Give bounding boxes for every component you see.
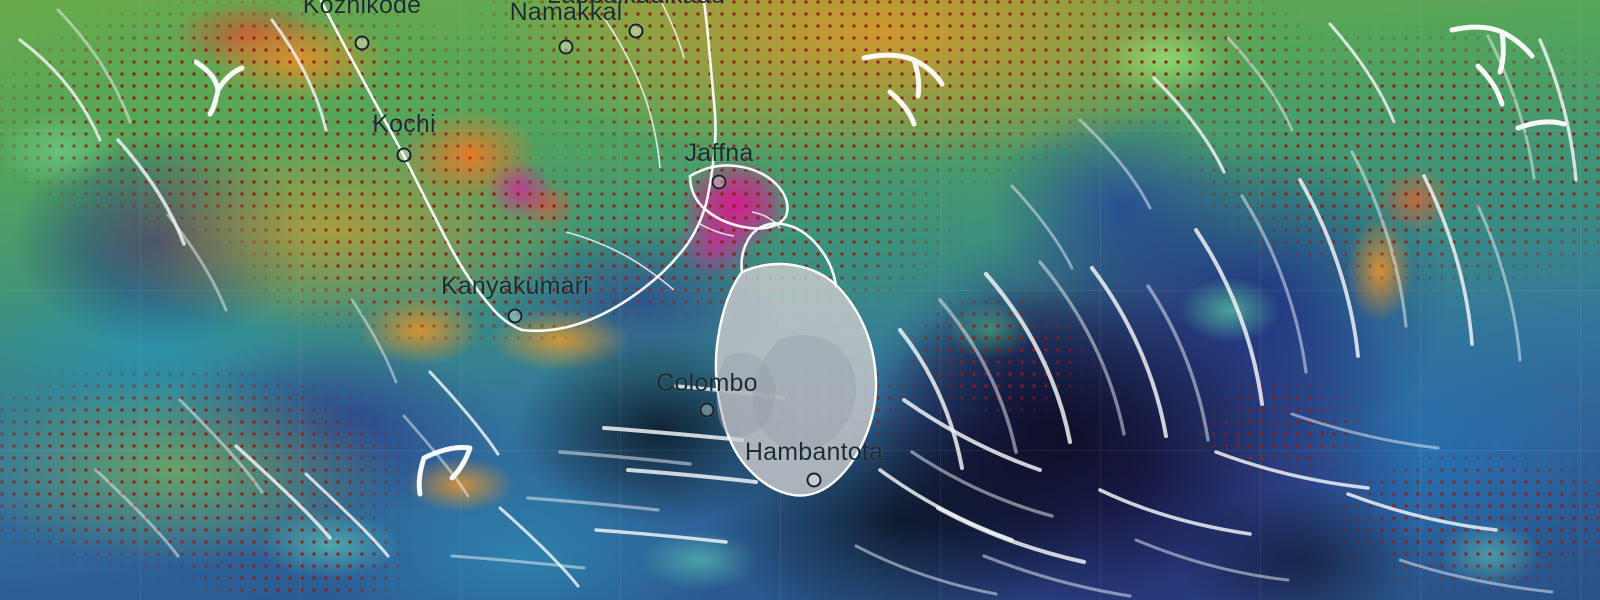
city-label: Kanyakumari — [440, 272, 590, 300]
city-label: Namakkal — [509, 0, 623, 26]
city-label: Labbaikudikadu — [547, 0, 725, 10]
city-point-icon[interactable] — [507, 308, 523, 324]
city-point-icon[interactable] — [806, 472, 822, 488]
city-point-icon[interactable] — [558, 39, 574, 55]
city-label: Hambantota — [744, 438, 884, 466]
city-label: Kochi — [372, 110, 436, 138]
city-label: Kozhikode — [302, 0, 422, 19]
city-point-icon[interactable] — [396, 147, 412, 163]
city-point-icon[interactable] — [628, 23, 644, 39]
city-point-icon[interactable] — [699, 402, 715, 418]
city-point-icon[interactable] — [711, 174, 727, 190]
city-label: Jaffna — [684, 139, 754, 167]
city-label: Colombo — [656, 369, 758, 397]
city-point-icon[interactable] — [354, 35, 370, 51]
